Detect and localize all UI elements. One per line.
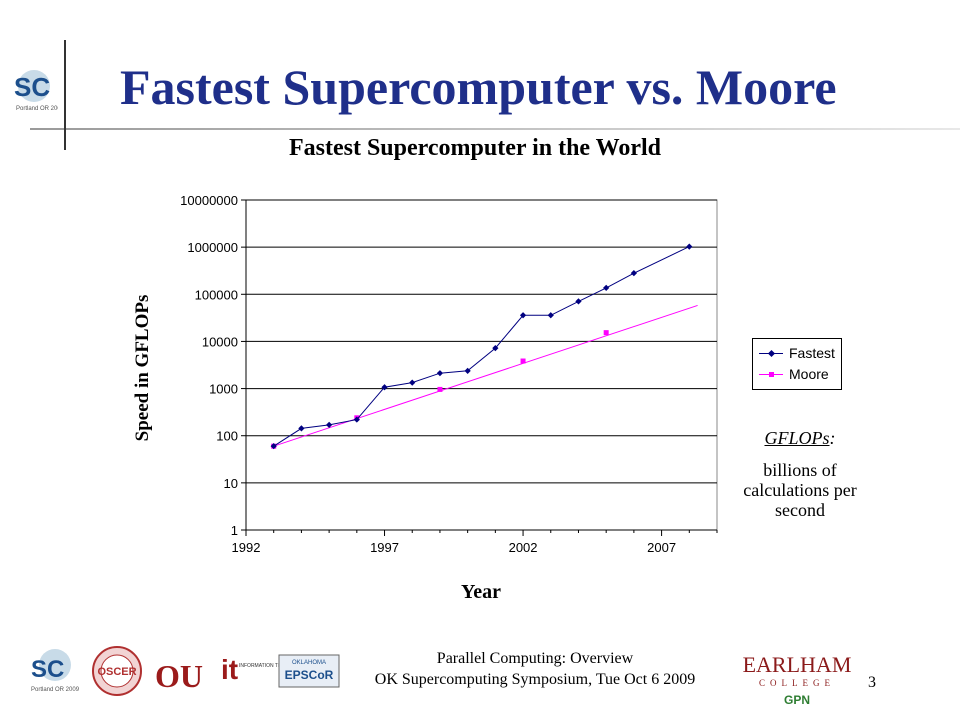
y-tick-label: 1 (231, 523, 238, 538)
y-tick-label: 10000000 (180, 193, 238, 208)
sc-logo-subtext: Portland OR 2009 (16, 106, 58, 112)
gflops-colon: : (829, 428, 836, 448)
gflops-term: GFLOPs: (740, 428, 860, 449)
epscor-logo-icon: OKLAHOMA EPSCoR (278, 654, 340, 688)
epscor-logo-text: EPSCoR (285, 668, 334, 682)
moore-point (603, 330, 609, 336)
gpn-text: GPN (784, 693, 810, 707)
chart-title: Fastest Supercomputer in the World (289, 135, 662, 161)
fastest-point (298, 425, 305, 432)
fastest-point (603, 284, 610, 291)
fastest-point (686, 243, 693, 250)
gridlines (246, 199, 717, 531)
sc09-logo-text: SC (31, 656, 64, 683)
ou-it-logo-icon: it INFORMATION TECHNOLOGY (221, 654, 311, 685)
legend-marker-moore (769, 372, 774, 377)
gflops-definition: billions of calculations per second (743, 460, 857, 520)
footer-line-2: OK Supercomputing Symposium, Tue Oct 6 2… (374, 671, 696, 688)
it-logo-subtext: INFORMATION TECHNOLOGY (239, 663, 311, 669)
sc-logo-icon: SC Portland OR 2009 (14, 70, 58, 112)
oscer-logo-text: OSCER (97, 666, 136, 678)
fastest-point (575, 298, 582, 305)
fastest-point (409, 379, 416, 386)
vertical-divider (64, 40, 66, 150)
y-tick-label: 10 (224, 476, 238, 491)
legend-label-fastest: Fastest (789, 345, 835, 361)
y-tick-label: 1000 (209, 382, 238, 397)
moore-point (437, 386, 443, 392)
sc09-logo-subtext: Portland OR 2009 (31, 687, 80, 693)
y-tick-label: 100 (216, 429, 238, 444)
footer-line-1: Parallel Computing: Overview (436, 650, 634, 667)
x-tick-label: 2002 (509, 540, 538, 555)
y-tick-label: 10000 (202, 334, 238, 349)
it-logo-text: it (221, 654, 238, 685)
title-divider (30, 128, 960, 130)
fastest-point (436, 370, 444, 377)
ou-logo-text: OU (155, 658, 203, 694)
gflops-term-text: GFLOPs (764, 428, 830, 448)
y-tick-label: 1000000 (187, 240, 238, 255)
legend-marker-fastest (767, 349, 776, 358)
y-tick-label: 100000 (195, 287, 238, 302)
plot-area (245, 199, 718, 531)
series (270, 243, 698, 450)
college-text: COLLEGE (759, 678, 835, 688)
slide-title: Fastest Supercomputer vs. Moore (120, 59, 837, 115)
x-tick-label: 2007 (647, 540, 676, 555)
x-tick-label: 1992 (232, 540, 261, 555)
oscer-logo-icon: OSCER (92, 646, 142, 696)
x-tick-label: 1997 (370, 540, 399, 555)
page-number: 3 (868, 674, 876, 691)
fastest-point (630, 270, 637, 277)
fastest-line (273, 246, 690, 447)
fastest-point (547, 312, 554, 319)
sc09-logo-icon: SC Portland OR 2009 (31, 649, 80, 693)
sc-logo-text: SC (14, 72, 50, 102)
fastest-point (381, 384, 388, 391)
footer: Parallel Computing: Overview OK Supercom… (330, 648, 740, 690)
moore-trend-line (273, 304, 698, 447)
moore-point (520, 358, 526, 364)
earlham-text: EARLHAM (743, 652, 852, 677)
chart-legend: Fastest Moore (752, 338, 842, 390)
earlham-logo-icon: EARLHAM COLLEGE GPN (743, 652, 852, 707)
x-axis-label: Year (461, 581, 501, 603)
y-axis-label: Speed in GFLOPs (132, 295, 153, 442)
legend-label-moore: Moore (789, 366, 829, 382)
sponsor-logos: SC Portland OR 2009 OSCER OU it INFORMAT… (31, 646, 340, 696)
chart: Fastest Supercomputer in the World 1 10 10… (132, 135, 718, 603)
epscor-top-text: OKLAHOMA (292, 660, 326, 666)
ou-logo-icon: OU (155, 658, 203, 694)
axes: 1 10 100 1000 10000 100000 1000000 10000000 1992… (180, 193, 718, 555)
